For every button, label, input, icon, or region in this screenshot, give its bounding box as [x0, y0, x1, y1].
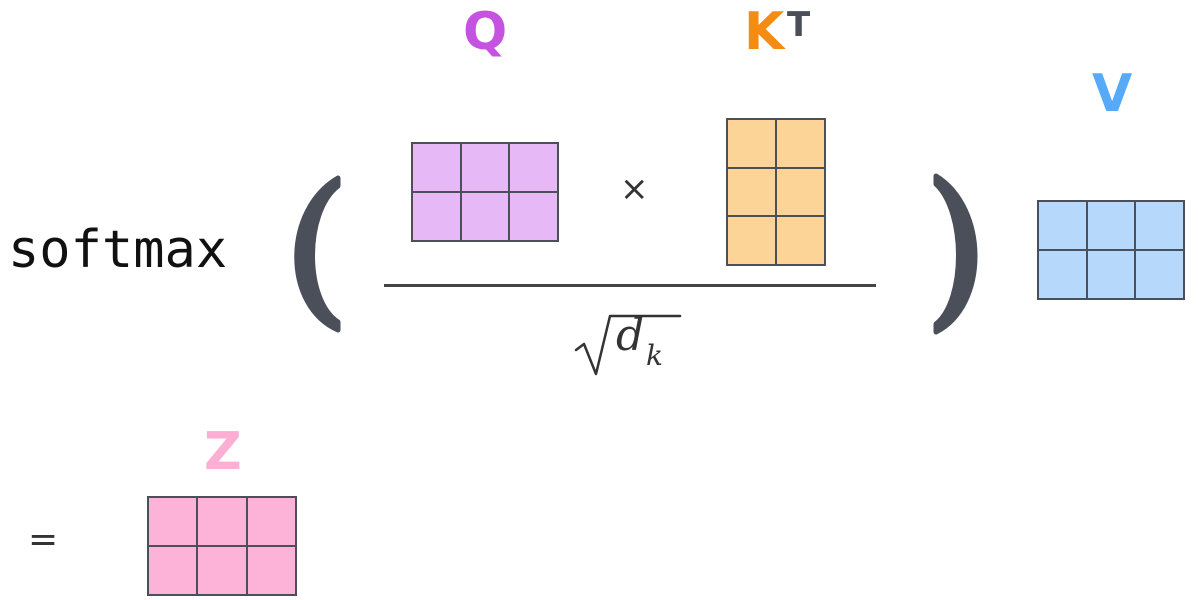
equals-sign: =: [28, 519, 59, 560]
matrix-cell: [1136, 202, 1185, 251]
matrix-cell: [247, 498, 297, 547]
softmax-label: softmax: [8, 220, 228, 280]
matrix-cell: [1136, 251, 1185, 300]
matrix-cell: [198, 547, 248, 596]
matrix-cell: [777, 120, 826, 169]
right-paren: [933, 173, 978, 335]
matrix-cell: [777, 168, 826, 218]
matrix-cell: [149, 498, 199, 547]
matrix-label-q: Q: [463, 2, 508, 62]
matrix-cell: [413, 193, 462, 242]
matrix-cell: [149, 547, 199, 596]
matrix-cell: [413, 144, 462, 193]
matrix-cell: [728, 168, 777, 218]
left-paren: [294, 175, 341, 333]
matrix-cell: [461, 144, 511, 193]
matrix-cell: [1039, 202, 1088, 251]
matrix-cell: [510, 193, 559, 242]
matrix-v: [1037, 200, 1185, 300]
matrix-q: [411, 142, 559, 242]
matrix-k-transpose: [726, 118, 826, 266]
matrix-cell: [461, 193, 511, 242]
matrix-label-z: Z: [204, 422, 242, 482]
denominator-sqrt-dk: d k: [574, 312, 684, 378]
matrix-label-k: K: [744, 2, 785, 62]
matrix-cell: [247, 547, 297, 596]
matrix-cell: [728, 120, 777, 169]
matrix-cell: [777, 217, 826, 266]
matrix-label-v: V: [1092, 64, 1133, 124]
denominator-subscript: k: [646, 339, 663, 372]
matrix-cell: [510, 144, 559, 193]
matrix-cell: [198, 498, 248, 547]
matrix-cell: [1087, 202, 1137, 251]
matrix-label-k-superscript: T: [787, 5, 811, 45]
denominator-variable: d: [616, 310, 645, 361]
matrix-cell: [728, 217, 777, 266]
matrix-z: [147, 496, 297, 596]
square-root-sign: [574, 314, 682, 376]
matrix-cell: [1087, 251, 1137, 300]
multiply-sign: ×: [620, 169, 649, 209]
matrix-cell: [1039, 251, 1088, 300]
fraction-line: [384, 284, 876, 287]
